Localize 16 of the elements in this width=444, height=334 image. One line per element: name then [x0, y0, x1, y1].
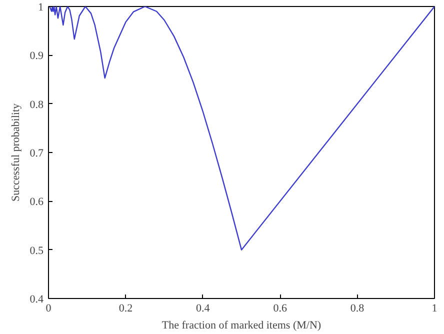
y-tick-label: 0.5	[30, 244, 44, 257]
y-tick-label: 1	[38, 2, 44, 14]
y-tick-label: 0.4	[30, 294, 44, 306]
y-tick-label: 0.6	[30, 196, 44, 208]
x-tick-label: 1	[432, 302, 438, 314]
x-tick-label: 0.2	[118, 302, 133, 314]
line-series	[49, 6, 434, 250]
y-axis-title: Successful probability	[10, 102, 22, 202]
x-tick-label: 0.4	[196, 302, 210, 314]
y-tick-label: 0.7	[30, 148, 44, 160]
x-tick-label: 0.8	[350, 302, 365, 314]
x-tick-label: 0.6	[273, 302, 288, 314]
x-tick-label: 0	[46, 302, 52, 314]
y-tick-label: 0.9	[30, 50, 44, 62]
y-tick-label: 0.8	[30, 98, 44, 111]
x-axis-title: The fraction of marked items (M/N)	[162, 320, 322, 332]
